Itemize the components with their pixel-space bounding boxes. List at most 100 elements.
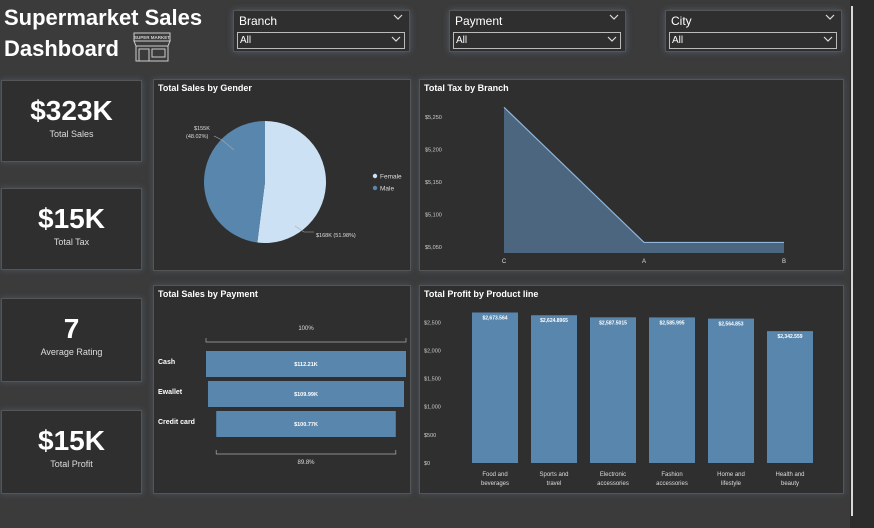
x-tick-label: Electronic — [600, 472, 626, 478]
x-tick-label: Food and — [482, 472, 507, 478]
city-selected-value: All — [672, 35, 684, 46]
profit-bar[interactable] — [472, 312, 518, 463]
payment-dropdown[interactable]: All — [453, 32, 621, 49]
x-tick-label: accessories — [656, 481, 688, 487]
pie-data-label: (48.02%) — [186, 134, 208, 140]
y-tick-label: $1,000 — [424, 405, 441, 411]
kpi-caption: Total Tax — [53, 237, 90, 247]
profit-bar[interactable] — [767, 331, 813, 463]
branch-selected-value: All — [240, 35, 252, 46]
pie-slice-male[interactable] — [204, 121, 265, 243]
kpi-caption: Total Profit — [50, 459, 93, 469]
funnel-bar[interactable] — [207, 381, 405, 407]
kpi-value: $15K — [38, 203, 105, 234]
x-tick-label: accessories — [597, 481, 629, 487]
scrollbar-track[interactable] — [851, 6, 853, 516]
pie-slice-female[interactable] — [257, 121, 327, 244]
y-tick-label: $0 — [424, 461, 430, 467]
area-fill[interactable] — [504, 107, 784, 253]
x-tick-label: beauty — [781, 481, 799, 487]
x-tick-label: lifestyle — [721, 481, 742, 487]
sales-by-payment-panel: 100% $112.21K Cash $109.99K Ewallet $100.77K C… — [153, 285, 411, 494]
chevron-down-icon[interactable] — [825, 13, 835, 21]
kpi-value: $323K — [30, 95, 113, 126]
branch-dropdown[interactable]: All — [237, 32, 405, 49]
sales-by-gender-chart: $168K (51.98%) $155K (48.02%) Female Male — [186, 121, 402, 244]
payment-selected-value: All — [456, 35, 468, 46]
bar-value-label: $2,673.564 — [482, 315, 507, 321]
leader-line — [294, 225, 314, 233]
chart-title: Total Sales by Gender — [158, 83, 252, 93]
bar-value-label: $2,585.995 — [659, 320, 684, 326]
profit-bar[interactable] — [590, 317, 636, 463]
chart-title: Total Profit by Product line — [424, 289, 539, 299]
funnel-top-label: 100% — [298, 326, 314, 332]
x-tick-label: beverages — [481, 481, 509, 487]
tax-by-branch-panel: $5,250 $5,200 $5,150 $5,100 $5,050 C A B Total … — [419, 79, 844, 271]
payment-slicer[interactable]: Payment All — [449, 10, 626, 52]
sales-by-payment-chart: 100% $112.21K Cash $109.99K Ewallet $100.77K C… — [158, 326, 407, 466]
kpi-card-average-rating: 7 Average Rating — [1, 298, 142, 382]
y-tick-label: $5,050 — [425, 245, 442, 251]
y-tick-label: $2,500 — [424, 320, 441, 326]
x-tick-label: Fashion — [661, 472, 682, 478]
funnel-bottom-label: 89.8% — [297, 460, 315, 466]
svg-text:SUPER MARKET: SUPER MARKET — [134, 35, 170, 40]
city-slicer[interactable]: City All — [665, 10, 842, 52]
branch-slicer[interactable]: Branch All — [233, 10, 410, 52]
funnel-top-bracket — [205, 338, 407, 343]
y-tick-label: $500 — [424, 433, 436, 439]
payment-slicer-label: Payment — [455, 14, 503, 28]
x-tick-label: Health and — [775, 472, 804, 478]
profit-bar[interactable] — [649, 317, 695, 463]
y-tick-label: $5,200 — [425, 148, 442, 154]
kpi-caption: Total Sales — [49, 129, 94, 139]
funnel-bar[interactable] — [216, 411, 396, 437]
chart-title: Total Tax by Branch — [424, 83, 509, 93]
pie-data-label: $168K (51.98%) — [316, 233, 356, 239]
area-line[interactable] — [503, 106, 784, 244]
kpi-value: $15K — [38, 425, 105, 456]
y-tick-label: $5,150 — [425, 180, 442, 186]
funnel-category-label: Cash — [158, 359, 175, 366]
profit-by-product-chart: $2,500 $2,000 $1,500 $1,000 $500 $0 $2,673.564… — [424, 312, 813, 487]
y-tick-label: $5,100 — [425, 213, 442, 219]
x-tick-label: A — [642, 259, 646, 265]
y-tick-label: $5,250 — [425, 115, 442, 121]
legend-marker — [372, 173, 378, 179]
city-dropdown[interactable]: All — [669, 32, 837, 49]
kpi-card-total-tax: $15K Total Tax — [1, 188, 142, 270]
dashboard-title: Supermarket Sales Dashboard SUPER MARKET — [4, 2, 224, 64]
kpi-card-total-profit: $15K Total Profit — [1, 410, 142, 494]
funnel-category-label: Ewallet — [158, 389, 183, 396]
x-tick-label: B — [782, 259, 786, 265]
chevron-down-icon — [607, 36, 617, 42]
x-tick-label: Home and — [717, 472, 745, 478]
chevron-down-icon[interactable] — [609, 13, 619, 21]
legend-label[interactable]: Female — [380, 174, 402, 181]
bar-value-label: $2,342.559 — [777, 334, 802, 340]
profit-bar[interactable] — [531, 315, 577, 463]
y-tick-label: $1,500 — [424, 377, 441, 383]
funnel-value-label: $100.77K — [294, 422, 318, 428]
bar-value-label: $2,624.8965 — [540, 318, 568, 324]
pie-data-label: $155K — [194, 126, 210, 132]
leader-line — [213, 135, 235, 151]
legend-marker — [372, 185, 378, 191]
chart-title: Total Sales by Payment — [158, 289, 258, 299]
x-tick-label: C — [502, 259, 507, 265]
x-tick-label: travel — [547, 481, 562, 487]
scrollbar[interactable] — [850, 0, 874, 528]
chevron-down-icon — [391, 36, 401, 42]
title-line-1: Supermarket Sales — [4, 5, 203, 30]
profit-bar[interactable] — [708, 318, 754, 463]
y-tick-label: $2,000 — [424, 348, 441, 354]
funnel-category-label: Credit card — [158, 419, 195, 426]
funnel-value-label: $112.21K — [294, 362, 318, 368]
sales-by-gender-panel: $168K (51.98%) $155K (48.02%) Female Male To… — [153, 79, 411, 271]
funnel-bar[interactable] — [206, 351, 406, 377]
tax-by-branch-chart: $5,250 $5,200 $5,150 $5,100 $5,050 C A B — [425, 106, 786, 265]
legend-label[interactable]: Male — [380, 186, 394, 193]
chevron-down-icon[interactable] — [393, 13, 403, 21]
x-tick-label: Sports and — [539, 472, 568, 478]
